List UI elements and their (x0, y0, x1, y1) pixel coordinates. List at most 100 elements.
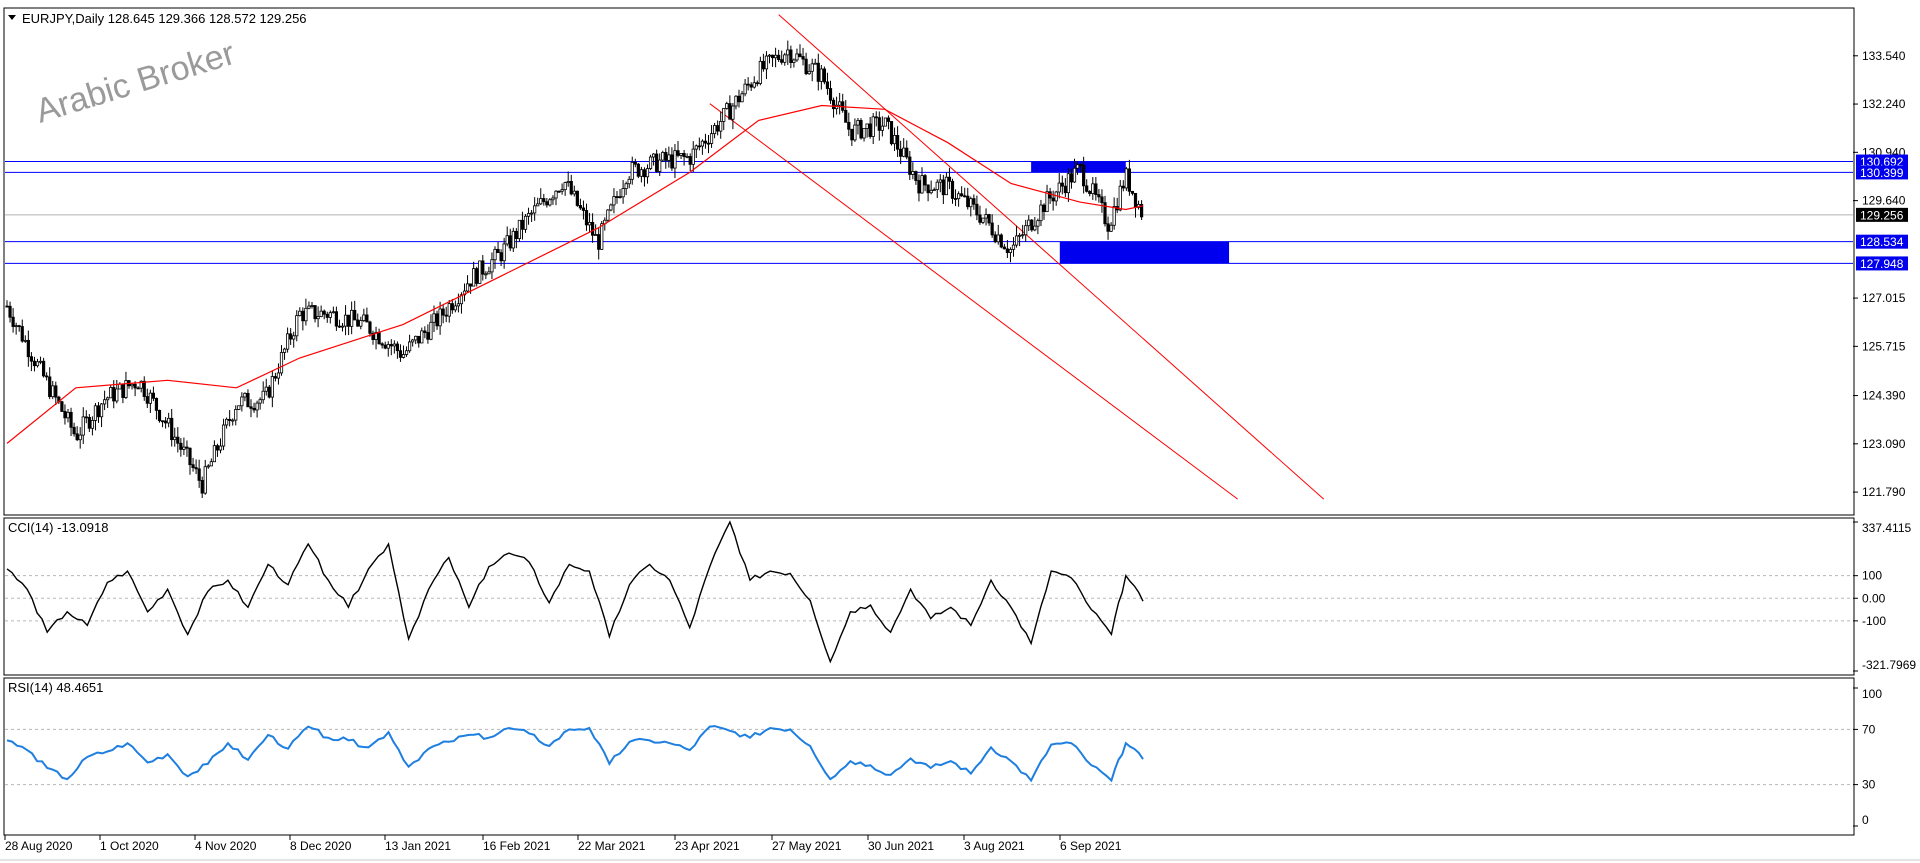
candle-199 (612, 188, 616, 214)
rsi-tick-label-1: 70 (1862, 722, 1876, 736)
zone-rect-1 (1059, 241, 1230, 264)
candle-body (761, 60, 766, 70)
candle-233 (716, 120, 720, 136)
candle-184 (566, 171, 570, 187)
candle-302 (926, 184, 930, 202)
candle-43 (136, 386, 140, 390)
candle-body (563, 182, 567, 191)
price-tick-label-3: 129.640 (1862, 194, 1906, 208)
candle-body (310, 305, 314, 307)
cci-tick-label-2: 0.00 (1862, 591, 1886, 605)
candle-306 (938, 174, 942, 193)
candle-body (145, 396, 149, 404)
candle-body (996, 234, 1000, 243)
candle-body (121, 383, 125, 398)
candle-365 (1118, 179, 1122, 212)
candle-body (322, 310, 326, 315)
candle-0 (5, 300, 9, 308)
candle-332 (1018, 232, 1022, 247)
candle-body (941, 179, 945, 196)
candle-body (383, 344, 387, 349)
candle-339 (1039, 199, 1043, 227)
candle-120 (371, 330, 375, 345)
candle-244 (749, 82, 753, 91)
candle-53 (167, 412, 171, 428)
candle-84 (261, 381, 265, 404)
candle-75 (234, 405, 238, 426)
candle-172 (530, 209, 534, 222)
candle-body (72, 426, 76, 435)
candle-135 (417, 335, 421, 348)
candle-50 (157, 409, 162, 423)
candle-body (630, 161, 634, 180)
candle-body (337, 325, 342, 328)
cci-layer (5, 520, 1853, 664)
candle-body (115, 388, 119, 402)
candle-body (215, 445, 220, 451)
candle-14 (48, 367, 52, 400)
candle-body (896, 134, 900, 150)
candle-223 (685, 153, 689, 159)
candle-body (624, 183, 628, 189)
candle-body (133, 383, 137, 389)
candle-141 (435, 310, 439, 330)
candle-245 (752, 76, 756, 89)
candle-351 (1075, 161, 1080, 175)
candle-body (432, 313, 436, 323)
candle-body (856, 120, 860, 126)
candle-body (523, 215, 528, 230)
candle-156 (481, 255, 485, 281)
candle-259 (795, 48, 799, 62)
candle-body (938, 179, 942, 183)
candle-81 (252, 402, 256, 413)
candle-116 (359, 316, 363, 330)
candle-body (490, 259, 494, 273)
candle-body (407, 341, 412, 352)
candle-117 (362, 308, 366, 323)
candle-289 (886, 115, 891, 130)
candle-327 (1002, 243, 1006, 250)
candle-178 (548, 198, 552, 207)
candle-301 (923, 173, 927, 192)
candle-336 (1030, 218, 1034, 232)
dropdown-triangle-icon[interactable] (8, 15, 16, 20)
candle-48 (151, 386, 155, 402)
cci-pane-frame (3, 517, 1855, 676)
candle-261 (801, 47, 805, 66)
candle-2 (11, 308, 15, 333)
candle-body (963, 195, 967, 198)
candle-45 (142, 376, 146, 401)
candle-285 (874, 111, 878, 127)
candle-body (981, 217, 985, 223)
candle-33 (106, 396, 110, 408)
price-tick-label-4: 127.015 (1862, 291, 1906, 305)
candle-body (813, 62, 817, 65)
price-tag-label-2: 129.256 (1860, 208, 1904, 222)
candle-356 (1091, 177, 1095, 200)
candle-body (203, 466, 207, 494)
candle-body (740, 93, 744, 103)
instrument-header: EURJPY,Daily 128.645 129.366 128.572 129… (22, 11, 307, 26)
candle-72 (224, 417, 229, 429)
candle-body (142, 380, 146, 397)
candle-body (228, 418, 232, 421)
candle-body (163, 420, 168, 424)
candle-body (81, 416, 85, 436)
candle-body (688, 156, 692, 165)
candle-body (612, 196, 616, 206)
candle-186 (572, 185, 576, 197)
candle-174 (536, 197, 540, 207)
candle-body (880, 125, 884, 131)
price-tag-box-0 (1856, 154, 1908, 169)
candle-body (993, 234, 997, 243)
candle-body (597, 234, 601, 250)
candle-body (609, 204, 613, 211)
candle-335 (1027, 215, 1031, 232)
candle-226 (694, 144, 698, 159)
candle-body (240, 396, 244, 407)
candle-57 (179, 438, 183, 457)
candle-197 (606, 209, 610, 223)
candle-294 (902, 138, 906, 158)
candle-235 (722, 107, 726, 131)
candle-99 (307, 301, 311, 310)
